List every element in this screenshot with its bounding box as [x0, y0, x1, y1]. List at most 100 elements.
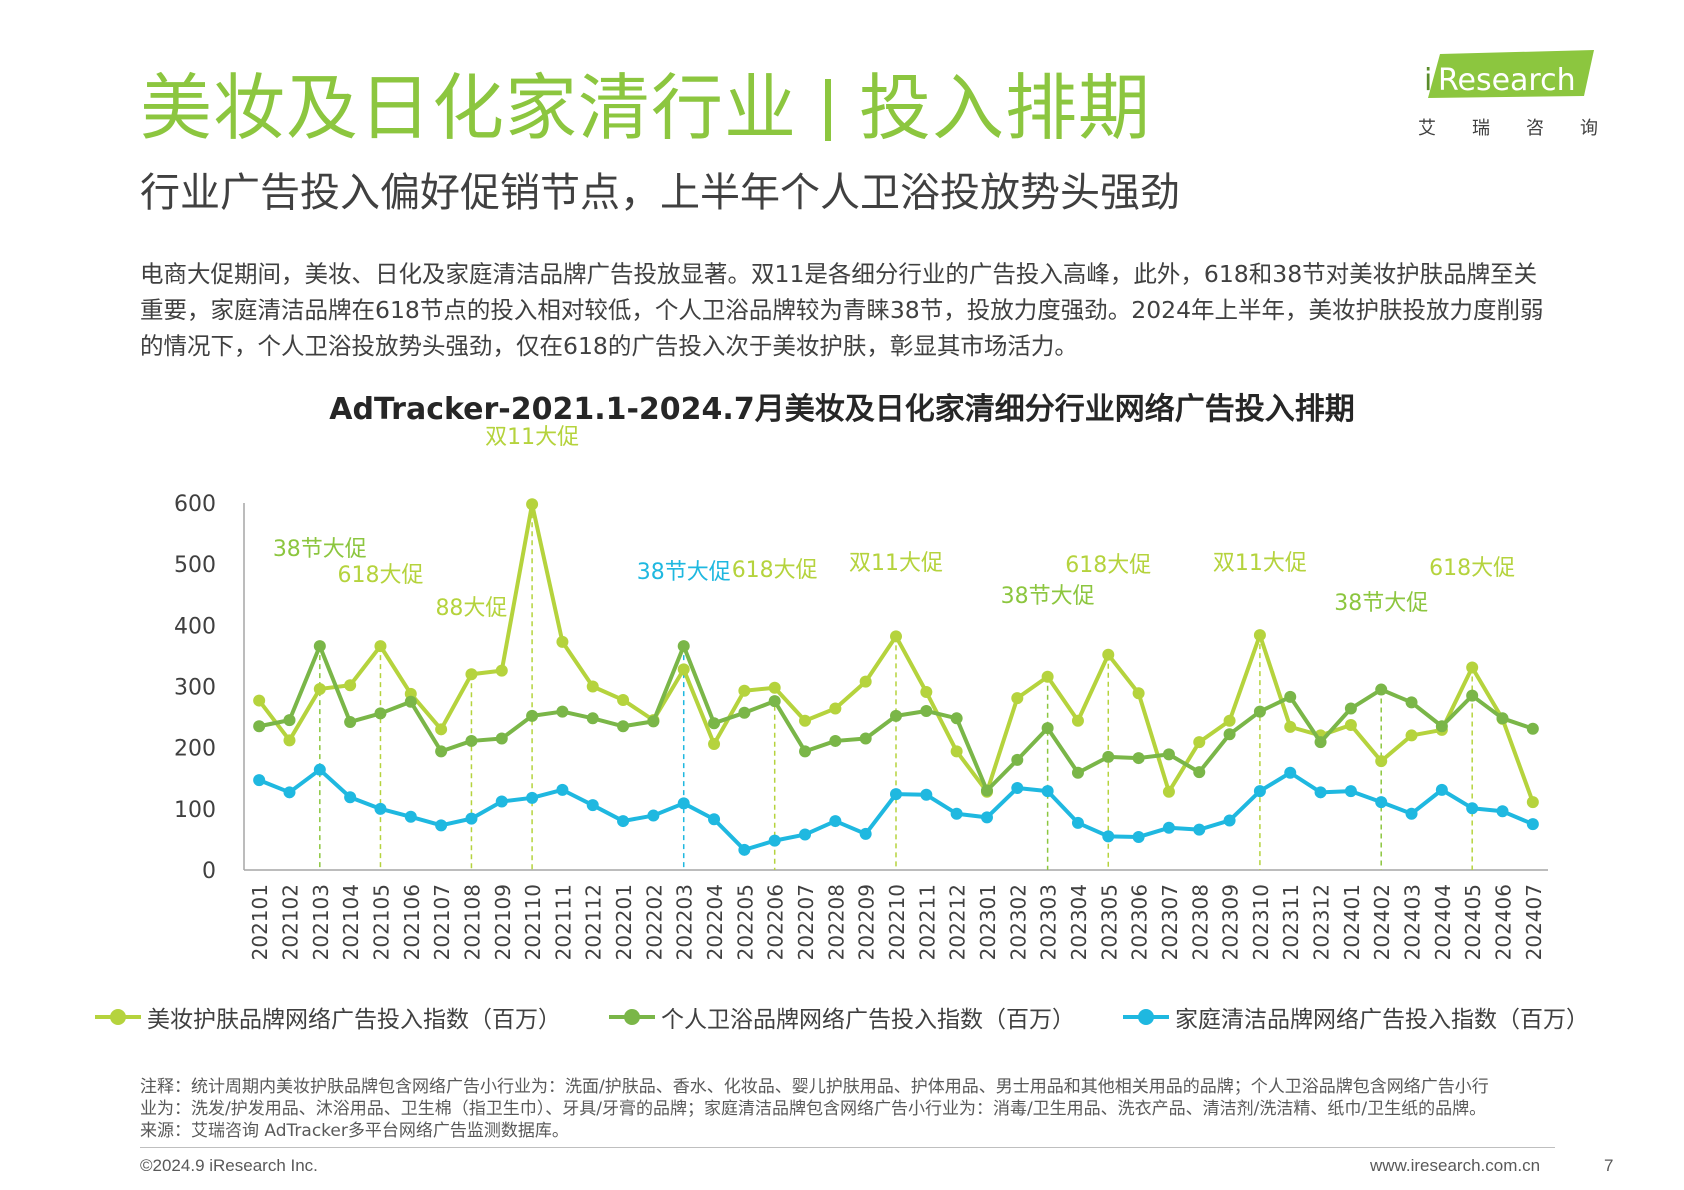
- data-point: [1253, 629, 1266, 642]
- data-point: [738, 706, 751, 719]
- legend-item-home-cleaning: 家庭清洁品牌网络广告投入指数（百万）: [1123, 1000, 1589, 1034]
- data-point: [890, 709, 902, 722]
- y-tick-label: 200: [174, 737, 216, 762]
- data-point: [829, 702, 842, 715]
- data-point: [1132, 752, 1145, 765]
- data-point: [526, 791, 539, 804]
- logo-brand-i: i: [1424, 63, 1432, 98]
- data-point: [556, 635, 569, 648]
- logo-char: 询: [1580, 118, 1598, 139]
- data-point: [1162, 748, 1175, 761]
- data-point: [283, 714, 296, 727]
- legend-item-beauty: 美妆护肤品牌网络广告投入指数（百万）: [95, 1000, 561, 1034]
- x-tick-label: 202209: [855, 884, 879, 960]
- data-point: [920, 788, 933, 801]
- data-point: [1193, 823, 1206, 836]
- data-point: [1496, 712, 1509, 725]
- data-point: [1375, 755, 1388, 768]
- footer-url[interactable]: www.iresearch.com.cn: [1370, 1156, 1541, 1175]
- annotation-label: 38节大促: [273, 537, 367, 562]
- data-point: [617, 693, 630, 706]
- data-point: [859, 827, 872, 840]
- data-point: [1375, 796, 1388, 809]
- data-point: [1466, 802, 1479, 815]
- title-right: 投入排期: [859, 66, 1152, 150]
- x-tick-label: 202307: [1158, 884, 1182, 960]
- data-point: [647, 809, 660, 822]
- data-point: [1405, 696, 1418, 709]
- data-point: [1102, 648, 1115, 661]
- data-point: [1435, 783, 1448, 796]
- data-point: [890, 630, 902, 643]
- title-left: 美妆及日化家清行业: [140, 66, 798, 150]
- legend-item-personal-care: 个人卫浴品牌网络广告投入指数（百万）: [609, 1000, 1075, 1034]
- data-point: [677, 640, 690, 653]
- data-point: [1314, 786, 1327, 799]
- x-tick-label: 202103: [309, 884, 333, 960]
- x-tick-label: 202106: [400, 884, 424, 960]
- data-point: [1375, 683, 1388, 696]
- data-point: [1405, 729, 1418, 742]
- footnote: 注释：统计周期内美妆护肤品牌包含网络广告小行业为：洗面/护肤品、香水、化妆品、婴…: [140, 1076, 1560, 1142]
- x-tick-label: 202202: [642, 884, 666, 960]
- x-tick-label: 202402: [1370, 884, 1394, 960]
- annotation-label: 618大促: [1429, 556, 1515, 581]
- x-tick-label: 202301: [976, 884, 1000, 960]
- data-point: [799, 745, 812, 758]
- data-point: [708, 717, 721, 730]
- data-point: [253, 720, 266, 733]
- data-point: [980, 811, 993, 824]
- x-tick-label: 202109: [491, 884, 515, 960]
- y-tick-label: 600: [174, 492, 216, 517]
- data-point: [435, 723, 448, 736]
- y-tick-label: 500: [174, 553, 216, 578]
- x-tick-label: 202406: [1492, 884, 1516, 960]
- x-tick-label: 202312: [1310, 884, 1334, 960]
- legend-label-home-cleaning: 家庭清洁品牌网络广告投入指数（百万）: [1175, 1007, 1589, 1033]
- data-point: [1284, 690, 1297, 703]
- data-point: [526, 498, 539, 511]
- x-tick-label: 202201: [612, 884, 636, 960]
- x-tick-label: 202102: [278, 884, 302, 960]
- logo-subtitle: 艾 瑞 咨 询: [1418, 114, 1598, 140]
- data-point: [1011, 753, 1024, 766]
- data-point: [920, 686, 933, 699]
- x-tick-label: 202204: [703, 884, 727, 960]
- data-point: [1405, 807, 1418, 820]
- x-tick-label: 202111: [551, 884, 575, 960]
- data-point: [1344, 785, 1357, 798]
- data-point: [465, 734, 478, 747]
- chart-legend: 美妆护肤品牌网络广告投入指数（百万） 个人卫浴品牌网络广告投入指数（百万） 家庭…: [0, 1000, 1684, 1034]
- data-point: [1041, 785, 1054, 798]
- data-point: [313, 682, 326, 695]
- data-point: [344, 679, 357, 692]
- data-point: [253, 774, 266, 787]
- annotation-label: 38节大促: [637, 560, 731, 585]
- data-point: [586, 799, 599, 812]
- x-tick-label: 202101: [248, 884, 272, 960]
- x-tick-label: 202108: [460, 884, 484, 960]
- data-point: [404, 810, 417, 823]
- annotation-label: 双11大促: [1213, 551, 1307, 576]
- x-tick-label: 202203: [673, 884, 697, 960]
- annotation-label: 618大促: [337, 563, 423, 588]
- annotation-label: 618大促: [1065, 553, 1151, 578]
- data-point: [556, 783, 569, 796]
- data-point: [313, 763, 326, 776]
- data-point: [799, 828, 812, 841]
- data-point: [313, 640, 326, 653]
- legend-label-beauty: 美妆护肤品牌网络广告投入指数（百万）: [147, 1007, 561, 1033]
- legend-swatch-beauty: [95, 1009, 141, 1025]
- x-tick-label: 202105: [369, 884, 393, 960]
- title-separator: [825, 79, 832, 141]
- x-tick-label: 202311: [1279, 884, 1303, 960]
- data-point: [1435, 720, 1448, 733]
- y-tick-label: 0: [202, 859, 216, 884]
- data-point: [556, 705, 569, 718]
- annotation-label: 618大促: [732, 558, 818, 583]
- legend-swatch-personal-care: [609, 1009, 655, 1025]
- data-point: [1071, 714, 1084, 727]
- x-tick-label: 202303: [1037, 884, 1061, 960]
- data-point: [1011, 692, 1024, 705]
- data-point: [768, 681, 781, 694]
